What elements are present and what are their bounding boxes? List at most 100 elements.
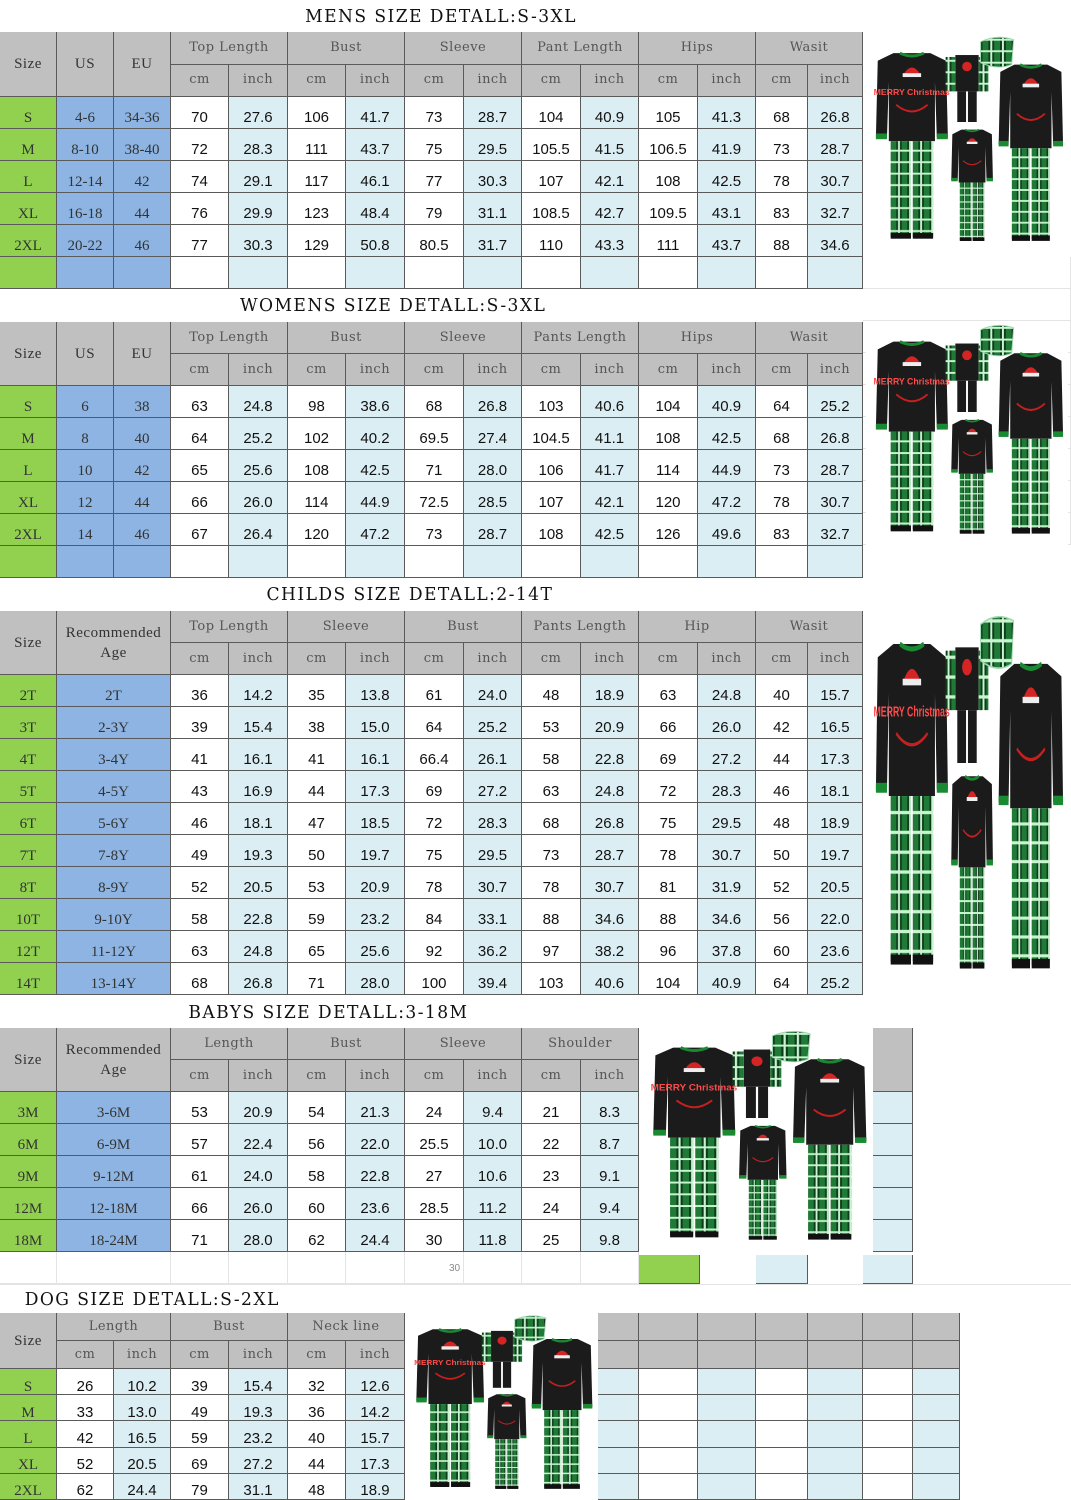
childs-size-cell: 2T <box>0 675 57 707</box>
childs-value-cell: 72 <box>405 803 464 835</box>
mens-value-cell: 8-10 <box>57 129 114 161</box>
mens-value-cell: 30.3 <box>464 161 522 193</box>
childs-value-cell: 29.5 <box>698 803 756 835</box>
babys-value-cell: 11.8 <box>464 1220 522 1252</box>
childs-value-cell: 64 <box>405 707 464 739</box>
childs-value-cell: 9-10Y <box>57 899 171 931</box>
childs-value-cell: 60 <box>756 931 808 963</box>
babys-value-cell: 18-24M <box>57 1220 171 1252</box>
dog-value-cell: 33 <box>57 1395 114 1422</box>
childs-group-header: Sleeve <box>288 611 405 643</box>
mens-unit-cm: cm <box>639 64 698 97</box>
womens-unit-cm: cm <box>756 354 808 386</box>
mens-value-cell: 34.6 <box>808 225 863 257</box>
womens-value-cell: 108 <box>288 450 346 482</box>
babys-size-cell: 9M <box>0 1156 57 1188</box>
babys-value-cell: 8.3 <box>581 1092 639 1124</box>
babys-value-cell: 27 <box>405 1156 464 1188</box>
childs-value-cell: 20.9 <box>346 867 405 899</box>
childs-value-cell: 24.0 <box>464 675 522 707</box>
dog-extra-cell <box>698 1421 756 1448</box>
womens-value-cell: 46 <box>114 514 171 546</box>
childs-value-cell: 34.6 <box>698 899 756 931</box>
dog-extra-cell <box>598 1369 639 1396</box>
childs-value-cell: 18.9 <box>581 675 639 707</box>
dog-extra-cell <box>808 1447 863 1474</box>
womens-empty-cell <box>0 546 57 578</box>
mens-empty-cell <box>698 257 756 289</box>
womens-value-cell: 26.8 <box>808 418 863 450</box>
womens-value-cell: 68 <box>756 418 808 450</box>
womens-value-cell: 44.9 <box>698 450 756 482</box>
mens-value-cell: 12-14 <box>57 161 114 193</box>
childs-value-cell: 23.2 <box>346 899 405 931</box>
mens-size-cell: S <box>0 97 57 129</box>
childs-value-cell: 4-5Y <box>57 771 171 803</box>
babys-value-cell: 24 <box>522 1188 581 1220</box>
womens-value-cell: 28.0 <box>464 450 522 482</box>
womens-size-cell: S <box>0 386 57 418</box>
babys-value-cell: 12-18M <box>57 1188 171 1220</box>
mens-header-2: EU <box>114 32 171 97</box>
dog-value-cell: 24.4 <box>114 1473 171 1500</box>
babys-value-cell: 25 <box>522 1220 581 1252</box>
childs-value-cell: 35 <box>288 675 346 707</box>
babys-value-cell: 10.0 <box>464 1124 522 1156</box>
womens-value-cell: 32.7 <box>808 514 863 546</box>
childs-group-header: Pants Length <box>522 611 639 643</box>
dog-value-cell: 69 <box>171 1447 229 1474</box>
babys-value-cell: 60 <box>288 1188 346 1220</box>
childs-value-cell: 84 <box>405 899 464 931</box>
childs-group-header: Bust <box>405 611 522 643</box>
mens-empty-cell <box>808 257 863 289</box>
womens-value-cell: 42.1 <box>581 482 639 514</box>
womens-value-cell: 104.5 <box>522 418 581 450</box>
childs-value-cell: 41 <box>171 739 229 771</box>
babys-empty-cell <box>405 1252 464 1284</box>
dog-extra-header <box>598 1313 639 1341</box>
childs-value-cell: 78 <box>639 835 698 867</box>
mens-unit-inch: inch <box>581 64 639 97</box>
mens-value-cell: 31.1 <box>464 193 522 225</box>
childs-value-cell: 15.0 <box>346 707 405 739</box>
mens-empty-cell <box>639 257 698 289</box>
womens-title: WOMENS SIZE DETALL:S-3XL <box>240 295 547 316</box>
babys-extra-cell <box>873 1220 913 1252</box>
childs-value-cell: 104 <box>639 963 698 995</box>
dog-extra-header <box>863 1341 913 1369</box>
childs-value-cell: 26.0 <box>698 707 756 739</box>
childs-value-cell: 28.3 <box>464 803 522 835</box>
childs-size-cell: 8T <box>0 867 57 899</box>
mens-value-cell: 41.5 <box>581 129 639 161</box>
dog-extra-header <box>756 1313 808 1341</box>
mens-group-header: Hips <box>639 32 756 65</box>
childs-value-cell: 50 <box>288 835 346 867</box>
babys-empty-cell <box>522 1252 581 1284</box>
dog-extra-cell <box>639 1395 698 1422</box>
mens-value-cell: 34-36 <box>114 97 171 129</box>
womens-value-cell: 40 <box>114 418 171 450</box>
childs-unit-inch: inch <box>698 643 756 675</box>
dog-extra-cell <box>639 1369 698 1396</box>
childs-value-cell: 58 <box>522 739 581 771</box>
womens-value-cell: 44 <box>114 482 171 514</box>
dog-title: DOG SIZE DETALL:S-2XL <box>24 1289 280 1310</box>
dog-extra-cell <box>808 1473 863 1500</box>
mens-group-header: Wasit <box>756 32 863 65</box>
dog-size-cell: L <box>0 1421 57 1448</box>
womens-unit-inch: inch <box>581 354 639 386</box>
womens-size-cell: XL <box>0 482 57 514</box>
childs-value-cell: 28.0 <box>346 963 405 995</box>
page-number: 30 <box>449 1263 461 1274</box>
womens-value-cell: 8 <box>57 418 114 450</box>
mens-value-cell: 77 <box>171 225 229 257</box>
childs-value-cell: 65 <box>288 931 346 963</box>
womens-value-cell: 6 <box>57 386 114 418</box>
childs-size-cell: 14T <box>0 963 57 995</box>
childs-value-cell: 56 <box>756 899 808 931</box>
mens-value-cell: 78 <box>756 161 808 193</box>
mens-value-cell: 74 <box>171 161 229 193</box>
childs-value-cell: 30.7 <box>698 835 756 867</box>
childs-value-cell: 75 <box>639 803 698 835</box>
babys-value-cell: 22.0 <box>346 1124 405 1156</box>
